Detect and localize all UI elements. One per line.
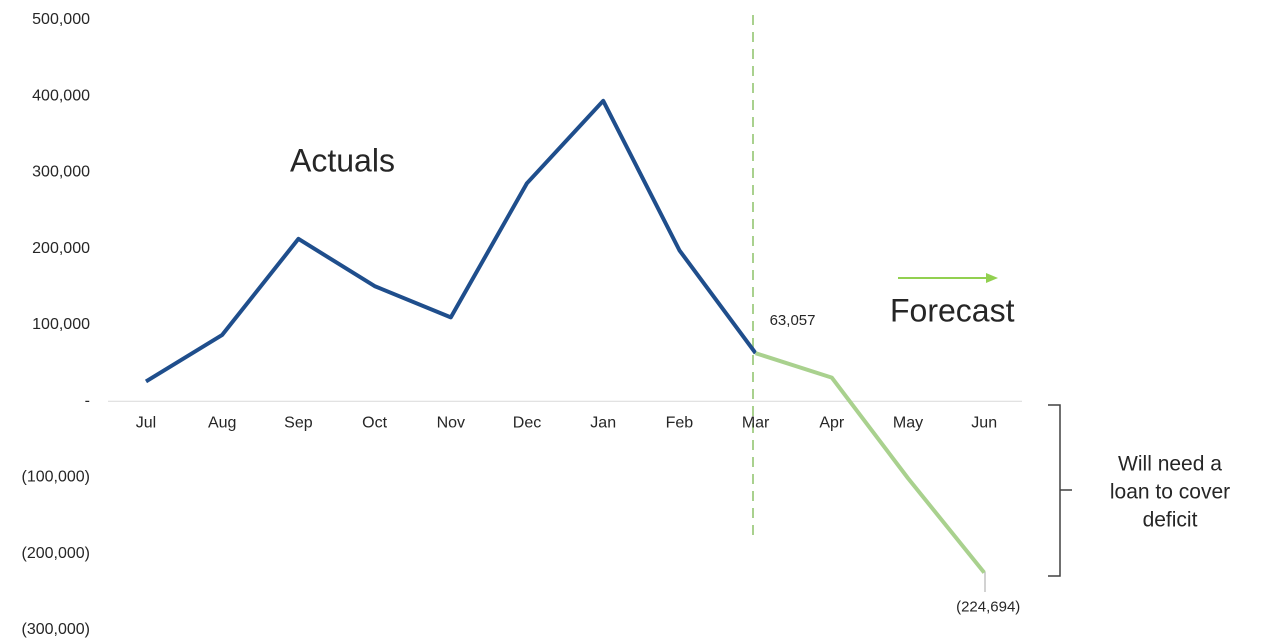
series-name: Forecast (890, 292, 1015, 328)
x-tick-label: Jan (590, 414, 616, 431)
deficit-bracket (1048, 404, 1072, 577)
data-label: 63,057 (770, 312, 816, 329)
x-tick-label: Oct (362, 414, 387, 431)
forecast-arrow-head (986, 273, 998, 283)
annotation: Will need a (1118, 453, 1222, 476)
annotation: deficit (1143, 509, 1198, 532)
x-tick-label: May (893, 414, 923, 431)
y-tick-label: (300,000) (22, 621, 91, 638)
series-name: Actuals (290, 142, 395, 178)
y-tick-label: 500,000 (32, 11, 90, 28)
y-tick-label: 300,000 (32, 164, 90, 181)
y-tick-label: - (85, 392, 90, 409)
x-tick-label: Jun (971, 414, 997, 431)
x-tick-label: Dec (513, 414, 541, 431)
x-tick-label: Nov (437, 414, 465, 431)
series-line (144, 98, 758, 384)
x-tick-label: Feb (666, 414, 694, 431)
data-label: (224,694) (956, 599, 1020, 616)
x-tick-label: Apr (819, 414, 845, 431)
x-tick-label: Aug (208, 414, 236, 431)
y-tick-label: 400,000 (32, 87, 90, 104)
y-tick-label: (100,000) (22, 469, 91, 486)
y-tick-label: 100,000 (32, 316, 90, 333)
x-tick-label: Mar (742, 414, 770, 431)
x-tick-label: Jul (136, 414, 156, 431)
y-tick-label: (200,000) (22, 545, 91, 562)
y-tick-label: 200,000 (32, 240, 90, 257)
annotation: loan to cover (1110, 481, 1230, 504)
x-tick-label: Sep (284, 414, 313, 431)
series-line (754, 351, 986, 574)
